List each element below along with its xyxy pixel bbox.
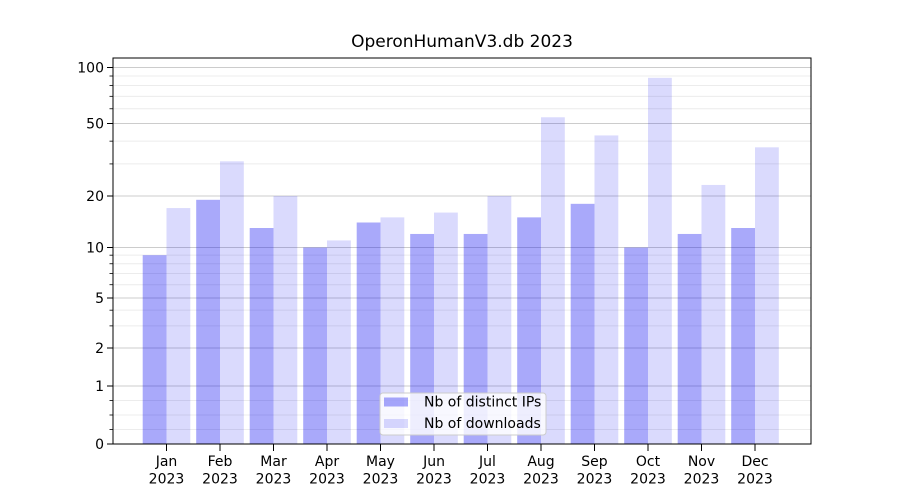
chart-title: OperonHumanV3.db 2023 [351, 32, 573, 52]
x-tick-label-year: 2023 [202, 472, 238, 488]
bar-feb-downloads [220, 161, 244, 444]
x-tick-label-year: 2023 [630, 472, 666, 488]
bar-jan-distinct-ips [142, 255, 167, 444]
bar-dec-downloads [755, 147, 779, 444]
x-tick-label-year: 2023 [416, 472, 452, 488]
bar-feb-distinct-ips [196, 199, 220, 444]
x-tick-label-year: 2023 [256, 472, 292, 488]
bar-oct-downloads [648, 77, 672, 445]
plot-frame [112, 57, 812, 445]
legend-box [379, 392, 547, 436]
x-tick-label-month: Jan [155, 454, 178, 470]
x-tick-label-month: Mar [260, 454, 287, 470]
y-tick-label: 1 [95, 379, 104, 395]
x-tick-label-year: 2023 [363, 472, 399, 488]
bar-may-downloads [380, 217, 405, 444]
x-tick-label-month: Aug [527, 454, 554, 470]
bar-nov-distinct-ips [677, 233, 702, 444]
x-tick-label-month: Jun [422, 454, 445, 470]
x-tick-label-year: 2023 [684, 472, 720, 488]
y-tick-label: 50 [86, 117, 104, 133]
y-tick-label: 100 [77, 61, 104, 77]
bar-aug-downloads [541, 117, 565, 444]
bar-apr-downloads [327, 240, 351, 444]
bar-sep-downloads [594, 135, 619, 445]
y-tick-label: 2 [95, 341, 104, 357]
bar-aug-distinct-ips [517, 217, 541, 444]
bar-mar-downloads [273, 196, 298, 444]
x-tick-label-year: 2023 [577, 472, 613, 488]
legend-label-downloads: Nb of downloads [424, 416, 541, 432]
legend-swatch-distinct-ips [384, 397, 408, 407]
x-tick-label-month: Sep [581, 454, 608, 470]
x-tick-label-month: Apr [315, 454, 339, 470]
bar-nov-downloads [701, 184, 726, 444]
y-tick-label: 0 [95, 437, 104, 453]
x-tick-label-year: 2023 [737, 472, 773, 488]
y-tick-label: 10 [86, 241, 104, 257]
x-tick-label-year: 2023 [309, 472, 345, 488]
x-tick-label-year: 2023 [149, 472, 185, 488]
x-tick-label-month: Oct [636, 454, 661, 470]
y-tick-label: 5 [95, 291, 104, 307]
bar-may-distinct-ips [356, 222, 381, 444]
x-tick-label-month: Nov [688, 454, 715, 470]
legend-label-distinct-ips: Nb of distinct IPs [424, 395, 541, 411]
bar-jul-downloads [487, 196, 512, 444]
legend-swatch-downloads [384, 419, 408, 428]
bar-oct-distinct-ips [624, 247, 648, 444]
legend: Nb of distinct IPs Nb of downloads [379, 392, 547, 436]
x-tick-label-month: Dec [741, 454, 768, 470]
bar-jul-distinct-ips [463, 233, 488, 444]
bar-jan-downloads [166, 208, 191, 444]
bars [142, 77, 779, 445]
x-tick-label-year: 2023 [523, 472, 559, 488]
bar-sep-distinct-ips [570, 203, 595, 444]
y-tick-label: 20 [86, 189, 104, 205]
bar-apr-distinct-ips [303, 247, 327, 444]
bar-mar-distinct-ips [249, 228, 274, 444]
bar-jun-downloads [434, 212, 458, 444]
bar-jun-distinct-ips [410, 233, 434, 444]
x-tick-label-month: Jul [478, 454, 496, 470]
bar-dec-distinct-ips [731, 228, 755, 444]
gridlines [113, 67, 811, 430]
x-tick-label-month: May [366, 454, 395, 470]
axes: 1005020105210Jan2023Feb2023Mar2023Apr202… [77, 57, 812, 488]
x-tick-label-month: Feb [208, 454, 233, 470]
x-tick-label-year: 2023 [470, 472, 506, 488]
